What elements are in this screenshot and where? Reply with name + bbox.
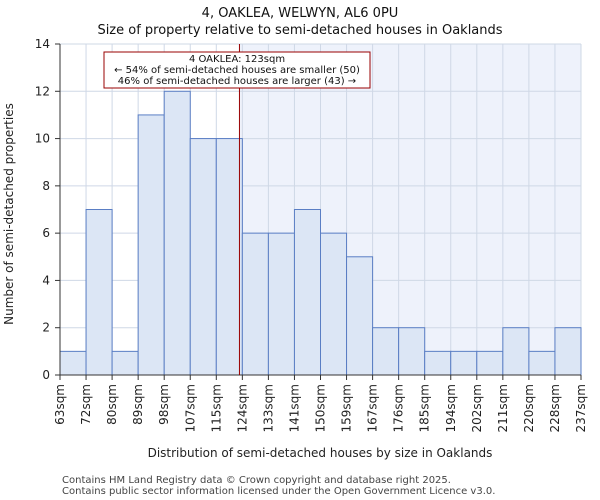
x-ticks: 63sqm 72sqm 80sqm 89sqm 98sqm 107sqm 115sqm 124…	[53, 375, 588, 432]
x-tick-label: 98sqm	[157, 384, 171, 425]
x-tick-label: 150sqm	[314, 384, 328, 432]
footer-copyright: Contains HM Land Registry data © Crown c…	[62, 475, 451, 486]
bar-141sqm	[293, 209, 322, 376]
bar-72sqm	[85, 209, 113, 376]
x-tick-label: 220sqm	[522, 384, 536, 432]
x-tick-label: 89sqm	[131, 384, 145, 425]
y-ticks: 0 2 4 6 8 10 12 14	[35, 37, 60, 382]
annotation-line-3: 46% of semi-detached houses are larger (…	[118, 76, 356, 87]
annotation-line-2: ← 54% of semi-detached houses are smalle…	[114, 65, 360, 76]
chart-subtitle: Size of property relative to semi-detach…	[97, 23, 502, 38]
annotation-box-border	[103, 51, 371, 89]
bar-176sqm	[398, 327, 426, 376]
bar-115sqm	[215, 138, 243, 376]
x-tick-label: 167sqm	[366, 384, 380, 432]
bar-167sqm	[372, 327, 400, 376]
bar-124sqm	[241, 232, 269, 376]
y-tick-label: 12	[35, 84, 50, 98]
bar-80sqm	[111, 350, 139, 376]
y-tick-label: 6	[42, 226, 50, 240]
x-tick-label: 124sqm	[235, 384, 249, 432]
bar-211sqm	[502, 327, 530, 376]
bar-89sqm	[137, 114, 165, 376]
bar-63sqm	[59, 350, 87, 376]
y-tick-label: 10	[35, 132, 50, 146]
bars	[59, 90, 582, 376]
x-tick-label: 194sqm	[444, 384, 458, 432]
x-tick-label: 80sqm	[105, 384, 119, 425]
x-tick-label: 63sqm	[53, 384, 67, 425]
y-tick-label: 14	[35, 37, 50, 51]
x-tick-label: 185sqm	[418, 384, 432, 432]
annotation-box: 4 OAKLEA: 123sqm ← 54% of semi-detached …	[103, 51, 371, 89]
y-tick-label: 8	[42, 179, 50, 193]
x-tick-label: 211sqm	[496, 384, 510, 432]
x-tick-label: 202sqm	[470, 384, 484, 432]
annotation-line-1: 4 OAKLEA: 123sqm	[189, 54, 285, 65]
x-tick-label: 133sqm	[261, 384, 275, 432]
bar-185sqm	[424, 350, 452, 376]
x-tick-label: 141sqm	[287, 384, 301, 432]
y-tick-label: 4	[42, 273, 50, 287]
x-tick-label: 115sqm	[209, 384, 223, 432]
bar-228sqm	[554, 327, 582, 376]
y-tick-label: 2	[42, 321, 50, 335]
bar-133sqm	[267, 232, 295, 376]
x-tick-label: 72sqm	[79, 384, 93, 425]
bar-220sqm	[528, 350, 556, 376]
bar-150sqm	[320, 232, 348, 376]
x-tick-label: 176sqm	[392, 384, 406, 432]
y-axis-label: Number of semi-detached properties	[2, 103, 16, 325]
x-tick-label: 159sqm	[340, 384, 354, 432]
x-tick-label: 107sqm	[183, 384, 197, 432]
footer-licence: Contains public sector information licen…	[62, 486, 495, 497]
bar-202sqm	[476, 350, 504, 376]
x-axis-label: Distribution of semi-detached houses by …	[148, 446, 493, 460]
bar-159sqm	[346, 256, 374, 376]
chart-title: 4, OAKLEA, WELWYN, AL6 0PU	[202, 6, 399, 21]
bar-98sqm	[163, 90, 191, 376]
bar-194sqm	[450, 350, 478, 376]
x-tick-label: 237sqm	[574, 384, 588, 432]
bar-107sqm	[189, 138, 217, 376]
y-tick-label: 0	[42, 368, 50, 382]
x-tick-label: 228sqm	[548, 384, 562, 432]
